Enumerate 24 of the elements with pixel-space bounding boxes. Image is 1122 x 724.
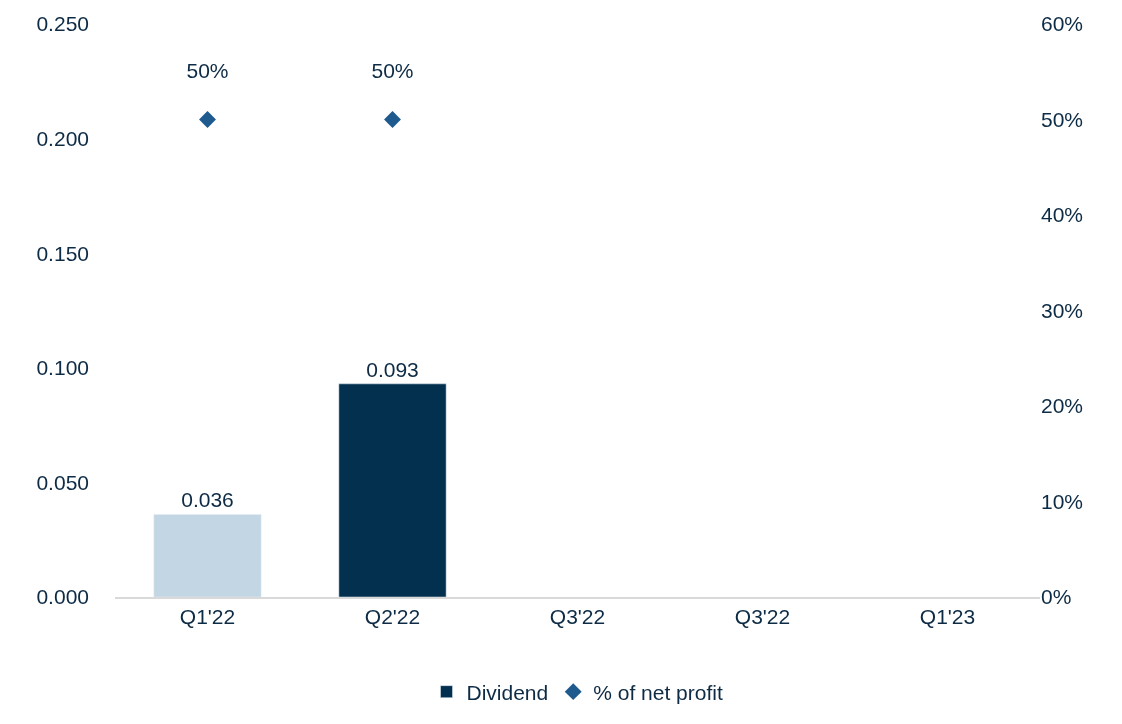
y-tick-label: 0.050 xyxy=(36,470,89,494)
y2-tick-label: 50% xyxy=(1041,107,1084,131)
y2-tick-label: 0% xyxy=(1041,585,1072,609)
y-tick-label: 0.250 xyxy=(36,12,89,36)
x-tick-label: Q1'22 xyxy=(179,604,236,628)
y-tick-label: 0.000 xyxy=(36,585,89,609)
y2-tick-label: 30% xyxy=(1041,298,1084,322)
data-label: 0.036 xyxy=(181,488,234,512)
legend-label: % of net profit xyxy=(593,680,723,704)
x-tick-label: Q1'23 xyxy=(919,604,976,628)
data-label: 50% xyxy=(186,58,229,82)
y2-tick-label: 60% xyxy=(1041,12,1084,36)
x-tick-label: Q2'22 xyxy=(364,604,421,628)
y-tick-label: 0.150 xyxy=(36,241,89,265)
y2-tick-label: 20% xyxy=(1041,394,1084,418)
y-tick-label: 0.200 xyxy=(36,126,89,150)
x-tick-label: Q3'22 xyxy=(734,604,791,628)
y2-tick-label: 10% xyxy=(1041,489,1084,513)
x-tick-label: Q3'22 xyxy=(549,604,606,628)
y2-tick-label: 40% xyxy=(1041,203,1084,227)
legend-label: Dividend xyxy=(466,680,549,704)
data-label: 0.093 xyxy=(366,357,419,381)
data-label: 50% xyxy=(371,58,414,82)
y-tick-label: 0.100 xyxy=(36,356,89,380)
